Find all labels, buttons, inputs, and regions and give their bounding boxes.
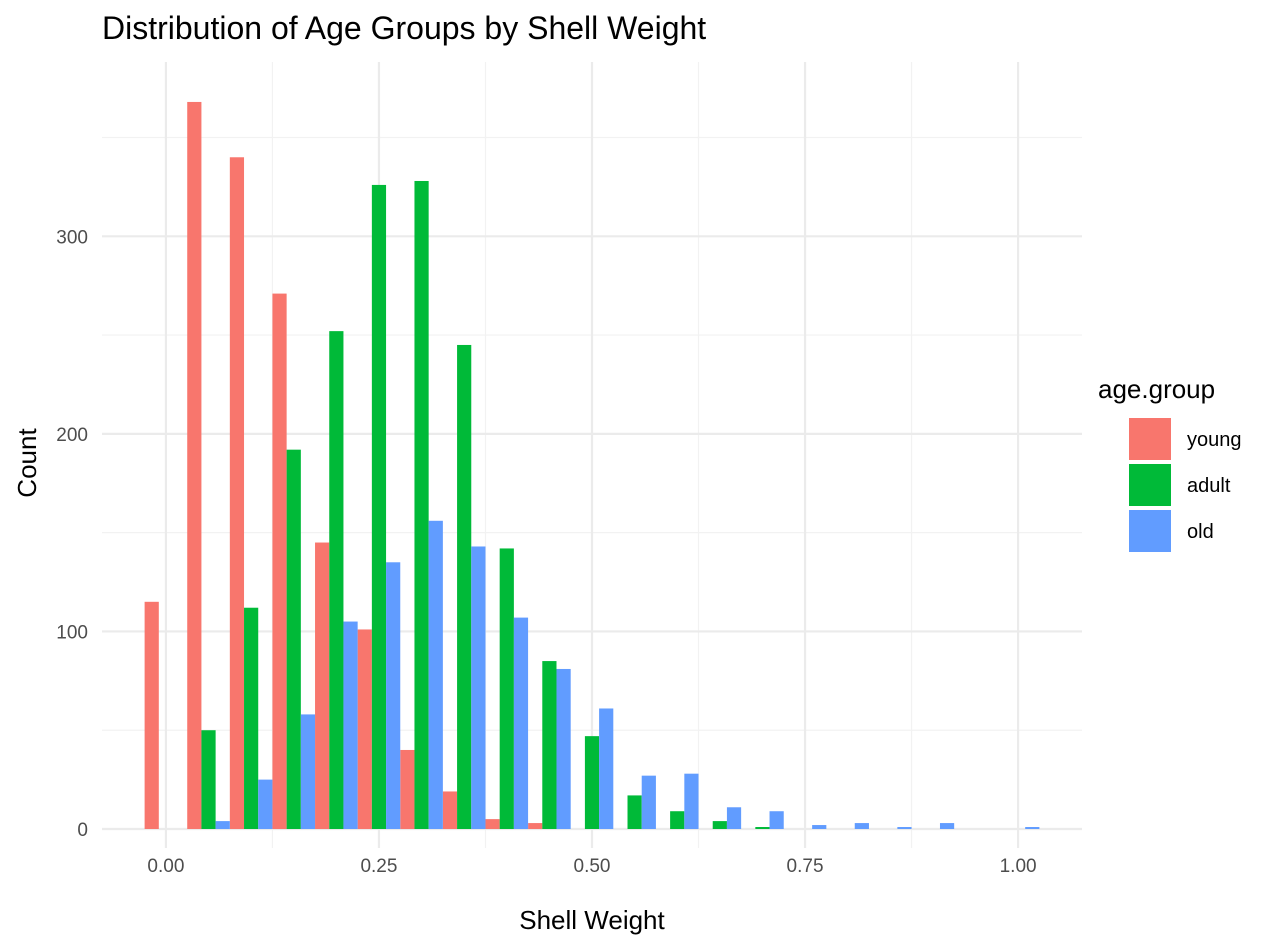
y-tick-label: 200 <box>56 425 88 446</box>
bar-young <box>272 293 287 830</box>
bar-adult <box>584 736 600 829</box>
legend-title: age.group <box>1098 374 1215 404</box>
bar-old <box>471 546 486 829</box>
legend-label-old: old <box>1187 521 1214 543</box>
bar-old <box>684 773 699 829</box>
bar-old <box>428 520 443 829</box>
bar-young <box>144 601 159 829</box>
bar-old <box>726 807 742 829</box>
y-tick-label: 100 <box>56 622 88 643</box>
y-tick-label: 0 <box>77 820 88 841</box>
bar-old <box>215 821 230 829</box>
bar-young <box>315 542 330 829</box>
x-tick-label: 0.25 <box>360 856 397 877</box>
x-tick-label: 1.00 <box>1000 856 1037 877</box>
bar-adult <box>542 661 557 829</box>
bar-old <box>556 668 571 829</box>
bar-adult <box>670 811 685 829</box>
bar-old <box>513 617 529 829</box>
bar-adult <box>329 331 344 829</box>
x-tick-label: 0.50 <box>574 856 611 877</box>
bar-adult <box>755 827 770 829</box>
legend-key-adult <box>1129 464 1171 506</box>
bar-old <box>300 714 316 829</box>
bar-old <box>1025 827 1040 829</box>
y-tick-label: 300 <box>56 227 88 248</box>
legend-label-adult: adult <box>1187 475 1231 497</box>
y-axis-title: Count <box>12 428 42 498</box>
bar-old <box>343 621 358 829</box>
legend-key-young <box>1129 418 1171 460</box>
bar-adult <box>712 821 727 829</box>
bar-young <box>357 629 372 829</box>
bar-adult <box>414 180 429 830</box>
bar-young <box>229 157 245 829</box>
bar-young <box>400 749 415 829</box>
bar-old <box>599 708 614 829</box>
x-axis-title: Shell Weight <box>519 905 665 935</box>
bar-adult <box>244 607 259 829</box>
bar-young <box>485 819 500 829</box>
bar-old <box>897 827 912 829</box>
bar-young <box>187 101 202 829</box>
bar-adult <box>286 449 301 829</box>
legend-items: young adult old <box>1129 418 1242 552</box>
bar-old <box>769 811 784 829</box>
bar-young <box>442 791 458 829</box>
legend: age.group young adult old <box>1098 374 1242 552</box>
bar-old <box>854 823 869 829</box>
bar-old <box>386 562 401 829</box>
bar-adult <box>627 795 642 829</box>
axis-tick-labels: 0.00 0.25 0.50 0.75 1.00 0 100 200 300 <box>56 227 1036 877</box>
bar-old <box>258 779 273 829</box>
chart-title: Distribution of Age Groups by Shell Weig… <box>102 10 706 46</box>
bar-adult <box>201 730 216 829</box>
bar-adult <box>457 344 472 829</box>
legend-key-old <box>1129 510 1171 552</box>
bar-old <box>939 823 955 829</box>
x-tick-label: 0.00 <box>147 856 184 877</box>
legend-label-young: young <box>1187 429 1242 451</box>
bars <box>144 101 1040 830</box>
bar-young <box>528 823 543 829</box>
bar-old <box>812 825 827 829</box>
bar-adult <box>499 548 514 829</box>
bar-old <box>641 775 656 829</box>
bar-adult <box>371 184 387 829</box>
x-tick-label: 0.75 <box>787 856 824 877</box>
